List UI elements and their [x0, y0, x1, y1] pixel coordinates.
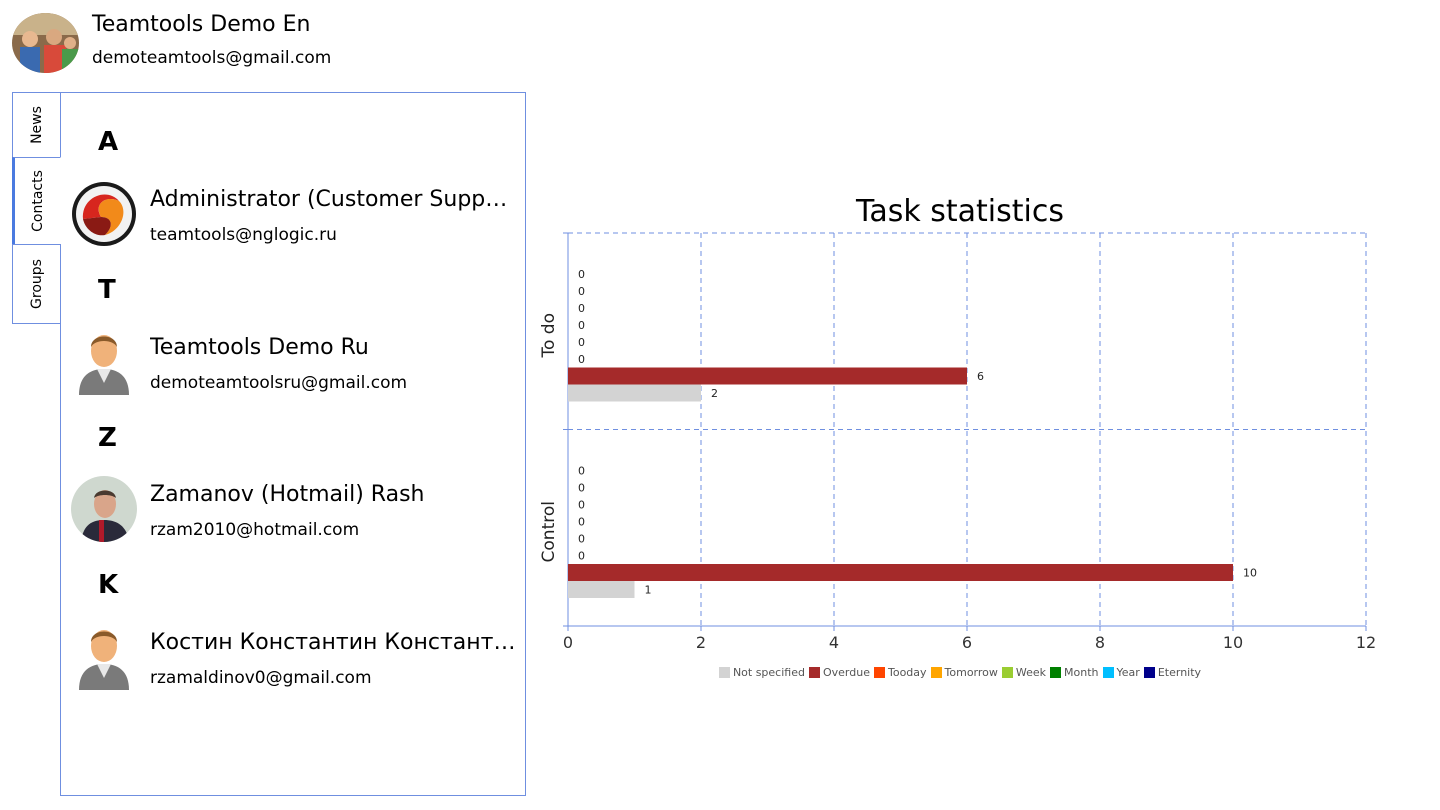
section-letter-a: A — [98, 127, 119, 157]
data-label: 0 — [578, 499, 585, 512]
bar — [568, 564, 1233, 581]
data-label: 0 — [578, 319, 585, 332]
legend-swatch — [1102, 667, 1114, 678]
legend-item: Month — [1050, 666, 1099, 679]
x-tick-label: 0 — [563, 633, 573, 652]
data-label: 0 — [578, 533, 585, 546]
section-letter-t: T — [98, 275, 116, 305]
x-tick-label: 12 — [1356, 633, 1376, 652]
contact-item[interactable]: Teamtools Demo Ru demoteamtoolsru@gmail.… — [61, 329, 525, 401]
category-label: Control — [539, 501, 559, 562]
legend-swatch — [930, 667, 942, 678]
chart-title: Task statistics — [855, 194, 1064, 229]
user-email: demoteamtools@gmail.com — [92, 48, 332, 68]
contact-email: rzamaldinov0@gmail.com — [150, 668, 372, 688]
x-tick-label: 8 — [1095, 633, 1105, 652]
user-name: Teamtools Demo En — [92, 12, 311, 37]
legend-swatch — [1143, 667, 1155, 678]
legend-label: Tooday — [887, 666, 927, 679]
section-letter-z: Z — [98, 423, 117, 453]
legend-item: Year — [1102, 666, 1140, 679]
legend-swatch — [1001, 667, 1013, 678]
legend-item: Eternity — [1143, 666, 1202, 679]
data-label: 10 — [1243, 567, 1257, 580]
data-label: 0 — [578, 550, 585, 563]
data-label: 0 — [578, 353, 585, 366]
legend-swatch — [808, 667, 820, 678]
data-label: 1 — [645, 584, 652, 597]
contact-name: Костин Константин Константинович — [150, 630, 520, 655]
data-label: 0 — [578, 465, 585, 478]
tab-contacts[interactable]: Contacts — [12, 157, 61, 245]
legend-label: Not specified — [732, 666, 805, 679]
legend-swatch — [1050, 667, 1062, 678]
contact-name: Zamanov (Hotmail) Rash — [150, 482, 425, 507]
x-tick-label: 4 — [829, 633, 839, 652]
legend-item: Tomorrow — [930, 666, 998, 679]
legend-item: Not specified — [718, 666, 805, 679]
legend-item: Week — [1001, 666, 1047, 679]
bar — [568, 367, 967, 385]
user-avatar[interactable] — [12, 13, 79, 73]
contact-name: Administrator (Customer Support) — [150, 187, 520, 212]
legend-swatch — [718, 667, 730, 678]
data-label: 0 — [578, 482, 585, 495]
task-statistics-chart: 0 2 4 6 8 10 12 To do 2 6 0 0 0 0 0 0 Control 1 10 0 0 0 0 0 0 — [539, 232, 1376, 652]
legend-label: Year — [1116, 666, 1140, 679]
legend-label: Eternity — [1157, 666, 1202, 679]
tab-news-label: News — [28, 106, 45, 144]
x-tick-label: 10 — [1223, 633, 1243, 652]
data-label: 6 — [977, 370, 984, 383]
legend-label: Overdue — [822, 666, 870, 679]
data-label: 0 — [578, 268, 585, 281]
legend-item: Tooday — [873, 666, 927, 679]
tab-groups[interactable]: Groups — [12, 244, 61, 324]
bar — [568, 581, 635, 598]
data-label: 0 — [578, 285, 585, 298]
x-tick-label: 6 — [962, 633, 972, 652]
contacts-panel: A Administrator (Customer Support) teamt… — [60, 92, 526, 796]
x-tick-label: 2 — [696, 633, 706, 652]
legend-item: Overdue — [808, 666, 870, 679]
data-label: 0 — [578, 302, 585, 315]
legend-label: Tomorrow — [944, 666, 998, 679]
tab-contacts-label: Contacts — [29, 170, 46, 232]
legend-label: Month — [1064, 666, 1099, 679]
contact-email: demoteamtoolsru@gmail.com — [150, 373, 408, 393]
photo-avatar — [71, 476, 137, 542]
data-label: 2 — [711, 387, 718, 400]
tab-news[interactable]: News — [12, 92, 61, 158]
section-letter-k: K — [98, 570, 119, 600]
data-label: 0 — [578, 336, 585, 349]
default-person-avatar — [71, 624, 137, 690]
bar — [568, 384, 701, 402]
chart-legend: Not specified Overdue Tooday Tomorrow Week Mo… — [560, 666, 1360, 679]
default-person-avatar — [71, 329, 137, 395]
contact-email: rzam2010@hotmail.com — [150, 520, 360, 540]
contact-item[interactable]: Administrator (Customer Support) teamtoo… — [61, 181, 525, 253]
logo-avatar — [71, 181, 137, 247]
contact-name: Teamtools Demo Ru — [150, 335, 369, 360]
tab-groups-label: Groups — [28, 259, 45, 309]
category-label: To do — [539, 313, 559, 359]
contact-email: teamtools@nglogic.ru — [150, 225, 337, 245]
contact-item[interactable]: Zamanov (Hotmail) Rash rzam2010@hotmail.… — [61, 476, 525, 548]
legend-swatch — [873, 667, 885, 678]
data-label: 0 — [578, 516, 585, 529]
legend-label: Week — [1015, 666, 1047, 679]
contact-item[interactable]: Костин Константин Константинович rzamald… — [61, 624, 525, 696]
